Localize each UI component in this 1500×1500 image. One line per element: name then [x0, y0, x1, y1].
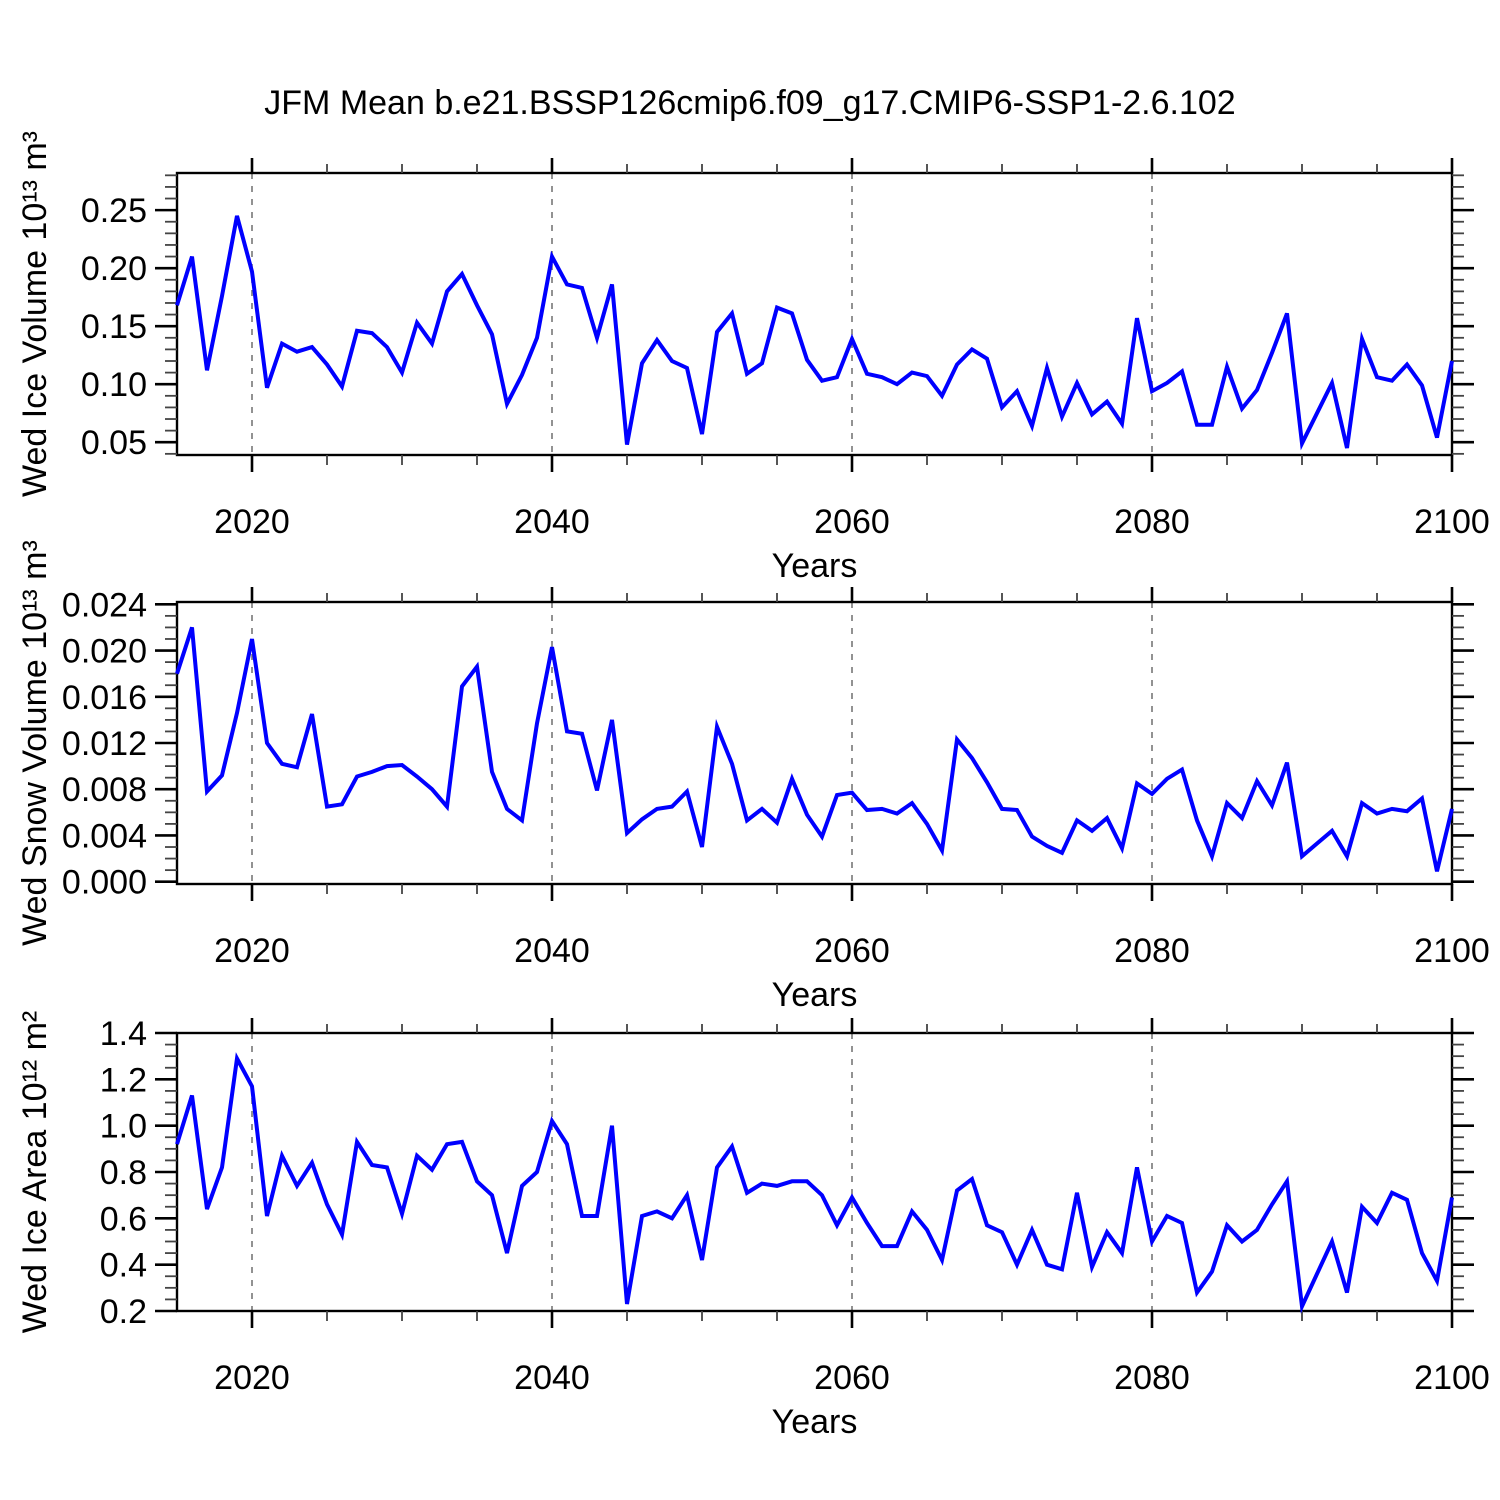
y-tick-label: 1.4: [100, 1015, 147, 1053]
x-tick-label: 2040: [514, 1359, 590, 1397]
y-tick-label: 1.0: [100, 1108, 147, 1146]
y-tick-label: 0.004: [62, 817, 147, 855]
data-line-wed-snow-volume: [175, 626, 1454, 872]
x-axis-title: Years: [772, 1403, 858, 1441]
x-tick-label: 2020: [214, 932, 290, 970]
x-tick-label: 2100: [1414, 1359, 1490, 1397]
y-tick-label: 0.10: [81, 366, 147, 404]
x-axis-title: Years: [772, 976, 858, 1014]
y-axis-title: Wed Ice Area 10¹² m²: [16, 1011, 54, 1334]
data-line-wed-ice-area: [175, 1052, 1454, 1314]
y-tick-label: 0.15: [81, 308, 147, 346]
x-tick-label: 2080: [1114, 503, 1190, 541]
y-tick-label: 0.012: [62, 725, 147, 763]
x-tick-label: 2060: [814, 503, 890, 541]
y-tick-label: 0.008: [62, 771, 147, 809]
y-tick-label: 0.020: [62, 633, 147, 671]
x-axis-title: Years: [772, 547, 858, 585]
x-tick-label: 2060: [814, 932, 890, 970]
x-tick-label: 2080: [1114, 1359, 1190, 1397]
y-tick-label: 0.6: [100, 1200, 147, 1238]
x-tick-label: 2080: [1114, 932, 1190, 970]
x-tick-label: 2020: [214, 1359, 290, 1397]
y-tick-label: 1.2: [100, 1061, 147, 1099]
y-tick-label: 0.4: [100, 1247, 147, 1285]
x-tick-label: 2020: [214, 503, 290, 541]
y-tick-label: 0.25: [81, 192, 147, 230]
panel-frame-wed-snow-volume: [175, 600, 1454, 886]
y-tick-label: 0.8: [100, 1154, 147, 1192]
x-tick-label: 2100: [1414, 503, 1490, 541]
panel-frame-wed-ice-area: [175, 1031, 1454, 1313]
data-line-wed-ice-volume: [175, 215, 1454, 451]
x-tick-label: 2040: [514, 932, 590, 970]
x-tick-label: 2100: [1414, 932, 1490, 970]
panel-frame-wed-ice-volume: [175, 171, 1454, 457]
x-tick-label: 2060: [814, 1359, 890, 1397]
y-axis-title: Wed Snow Volume 10¹³ m³: [16, 540, 54, 946]
y-tick-label: 0.20: [81, 250, 147, 288]
x-tick-label: 2040: [514, 503, 590, 541]
y-tick-label: 0.016: [62, 679, 147, 717]
y-tick-label: 0.2: [100, 1293, 147, 1331]
figure-title: JFM Mean b.e21.BSSP126cmip6.f09_g17.CMIP…: [264, 84, 1236, 122]
y-axis-title: Wed Ice Volume 10¹³ m³: [16, 131, 54, 497]
y-tick-label: 0.05: [81, 424, 147, 462]
y-tick-label: 0.000: [62, 864, 147, 902]
y-tick-label: 0.024: [62, 586, 147, 624]
